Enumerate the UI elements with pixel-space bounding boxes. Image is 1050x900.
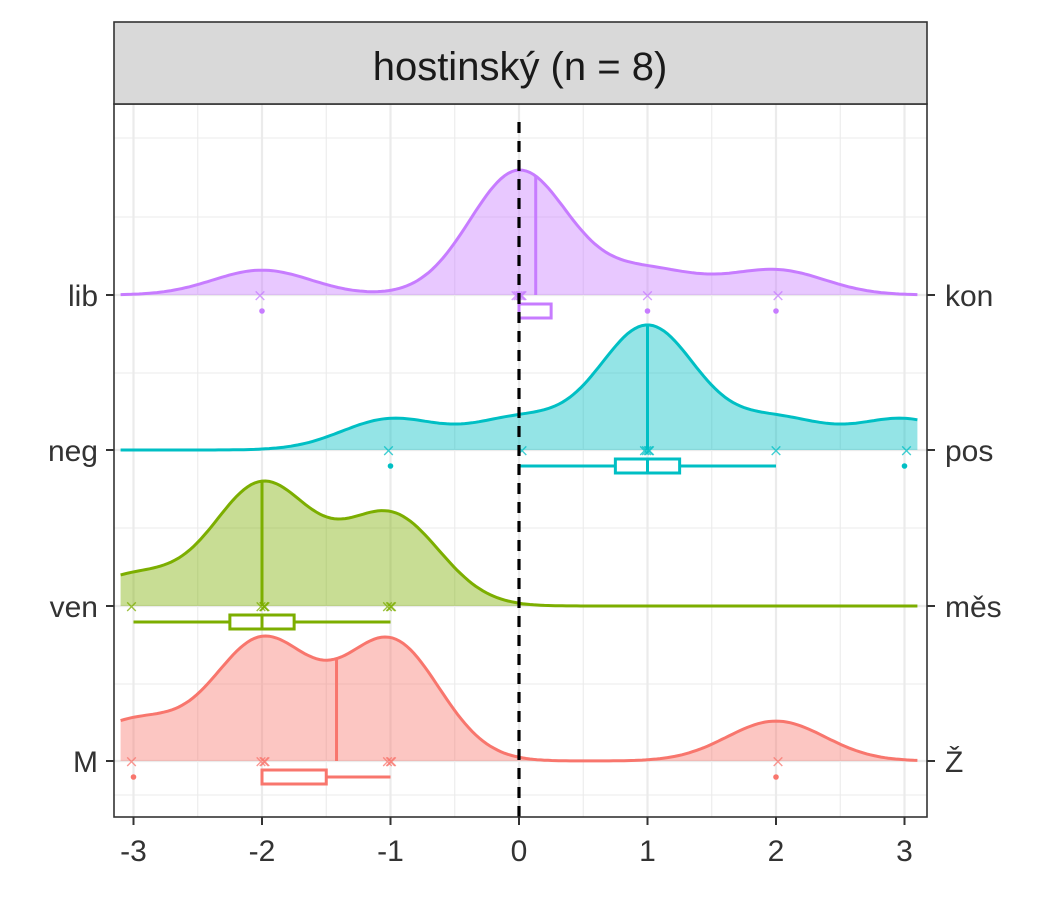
y-label-left: neg [48,435,98,468]
data-point-M: × [258,752,272,772]
x-tick-label: 2 [768,835,785,868]
outlier-neg [387,463,394,469]
y-label-right: pos [945,435,993,468]
data-point-ven: × [257,597,271,617]
facet-strip-box [113,21,928,105]
density-area-lib [120,170,918,295]
x-tick-label: 0 [511,835,528,868]
data-point-neg: × [381,441,395,461]
density-area-M [120,636,918,761]
data-point-M: × [384,752,398,772]
data-point-neg: × [637,441,651,461]
data-point-lib: × [771,286,785,306]
x-axis: -3 -2 -1 0 1 2 3 [120,817,913,868]
data-point-neg: × [899,441,913,461]
y-label-right: měs [945,591,1002,624]
box-M [260,768,328,786]
data-point-ven: × [254,597,268,617]
x-tick-label: 3 [896,835,913,868]
y-label-right: Ž [945,746,963,779]
data-point-M: × [380,752,394,772]
data-point-lib: × [640,286,654,306]
data-point-M: × [257,752,271,772]
y-label-left: lib [68,280,98,313]
data-point-ven: × [257,597,271,617]
data-point-neg: × [769,441,783,461]
y-label-left: M [73,746,98,779]
data-point-ven: × [383,597,397,617]
outlier-lib [644,308,651,314]
outlier-M [130,774,137,780]
data-point-ven: × [124,597,138,617]
outlier-M [773,774,779,780]
outlier-lib [773,308,779,314]
density-area-ven [120,481,918,606]
data-point-M: × [383,752,397,772]
box-lib [517,302,553,320]
data-point-M: × [771,752,785,772]
data-point-M: × [124,752,138,772]
data-point-neg: × [642,441,656,461]
facet-strip-title: hostinský (n = 8) [373,45,668,89]
density-area-neg [120,325,918,450]
y-label-left: ven [50,591,98,624]
data-point-neg: × [641,441,655,461]
outlier-neg [901,463,908,469]
data-point-lib: × [253,286,267,306]
density-ridges: ×××××××××××××××××××××××××××××××× [120,168,918,786]
data-point-M: × [254,752,268,772]
data-point-neg: × [639,441,653,461]
x-tick-label: 1 [639,835,656,868]
data-point-ven: × [258,597,272,617]
data-point-ven: × [384,597,398,617]
x-tick-label: -1 [377,835,404,868]
x-tick-label: -2 [249,835,276,868]
outlier-lib [259,308,265,314]
x-tick-label: -3 [120,835,147,868]
data-point-neg: × [515,441,529,461]
y-label-right: kon [945,280,993,313]
facet-strip: hostinský (n = 8) [113,21,928,105]
data-point-ven: × [380,597,394,617]
